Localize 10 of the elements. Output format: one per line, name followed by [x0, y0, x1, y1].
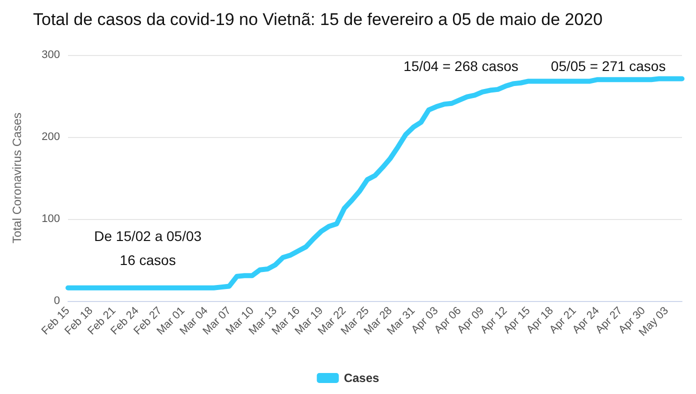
annotation: 15/04 = 268 casos	[404, 58, 518, 74]
legend-label: Cases	[344, 371, 380, 385]
y-axis-title: Total Coronavirus Cases	[10, 112, 24, 244]
y-tick-label: 0	[54, 295, 60, 307]
annotation: De 15/02 a 05/03 16 casos	[94, 228, 202, 268]
y-tick-label: 300	[42, 49, 60, 61]
chart-title: Total de casos da covid-19 no Vietnã: 15 de fevereiro a 05 de maio de 2020	[33, 10, 603, 29]
y-tick-label: 100	[42, 213, 60, 225]
annotation: 05/05 = 271 casos	[550, 58, 666, 74]
y-tick-label: 200	[42, 131, 60, 143]
